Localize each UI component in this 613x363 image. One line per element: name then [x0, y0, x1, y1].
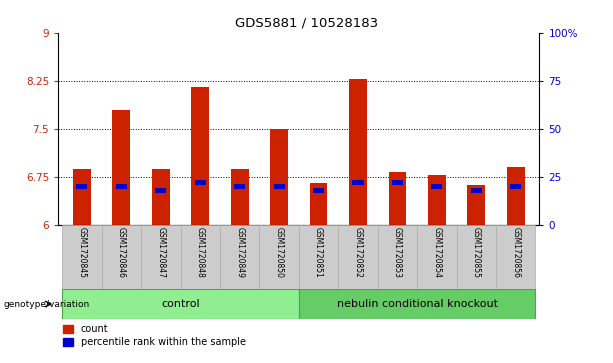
Bar [62, 225, 102, 289]
Text: GSM1720850: GSM1720850 [275, 227, 284, 278]
Text: genotype/variation: genotype/variation [3, 299, 89, 309]
Bar [195, 180, 206, 185]
Text: GSM1720851: GSM1720851 [314, 227, 323, 278]
Bar [428, 175, 446, 225]
Bar [417, 225, 457, 289]
Text: GSM1720845: GSM1720845 [77, 227, 86, 278]
Bar [378, 225, 417, 289]
Bar [220, 225, 259, 289]
Text: GSM1720847: GSM1720847 [156, 227, 166, 278]
Bar [349, 79, 367, 225]
Text: GSM1720856: GSM1720856 [511, 227, 520, 278]
Bar [112, 110, 130, 225]
Bar [457, 225, 496, 289]
Bar [234, 184, 245, 189]
Text: GSM1720849: GSM1720849 [235, 227, 244, 278]
Text: GSM1720848: GSM1720848 [196, 227, 205, 278]
Text: GSM1720846: GSM1720846 [117, 227, 126, 278]
Text: GSM1720853: GSM1720853 [393, 227, 402, 278]
Bar [310, 183, 327, 225]
Bar [155, 188, 166, 193]
Bar [141, 225, 180, 289]
Bar [299, 289, 536, 319]
Bar [152, 169, 170, 225]
Bar [432, 184, 443, 189]
Bar [259, 225, 299, 289]
Bar [299, 225, 338, 289]
Bar [510, 184, 521, 189]
Text: GSM1720854: GSM1720854 [432, 227, 441, 278]
Text: GSM1720852: GSM1720852 [354, 227, 362, 278]
Bar [116, 184, 127, 189]
Bar [496, 225, 536, 289]
Legend: count, percentile rank within the sample: count, percentile rank within the sample [63, 324, 246, 347]
Text: control: control [161, 299, 200, 309]
Bar [392, 180, 403, 185]
Bar [273, 184, 284, 189]
Bar [270, 129, 288, 225]
Bar [62, 289, 299, 319]
Bar [191, 87, 209, 225]
Bar [389, 172, 406, 225]
Text: GSM1720855: GSM1720855 [472, 227, 481, 278]
Bar [77, 184, 88, 189]
Bar [73, 169, 91, 225]
Text: nebulin conditional knockout: nebulin conditional knockout [337, 299, 498, 309]
Bar [102, 225, 141, 289]
Text: GDS5881 / 10528183: GDS5881 / 10528183 [235, 16, 378, 29]
Bar [468, 185, 485, 225]
Bar [352, 180, 364, 185]
Bar [338, 225, 378, 289]
Bar [507, 167, 525, 225]
Bar [180, 225, 220, 289]
Bar [313, 188, 324, 193]
Bar [471, 188, 482, 193]
Bar [231, 169, 248, 225]
